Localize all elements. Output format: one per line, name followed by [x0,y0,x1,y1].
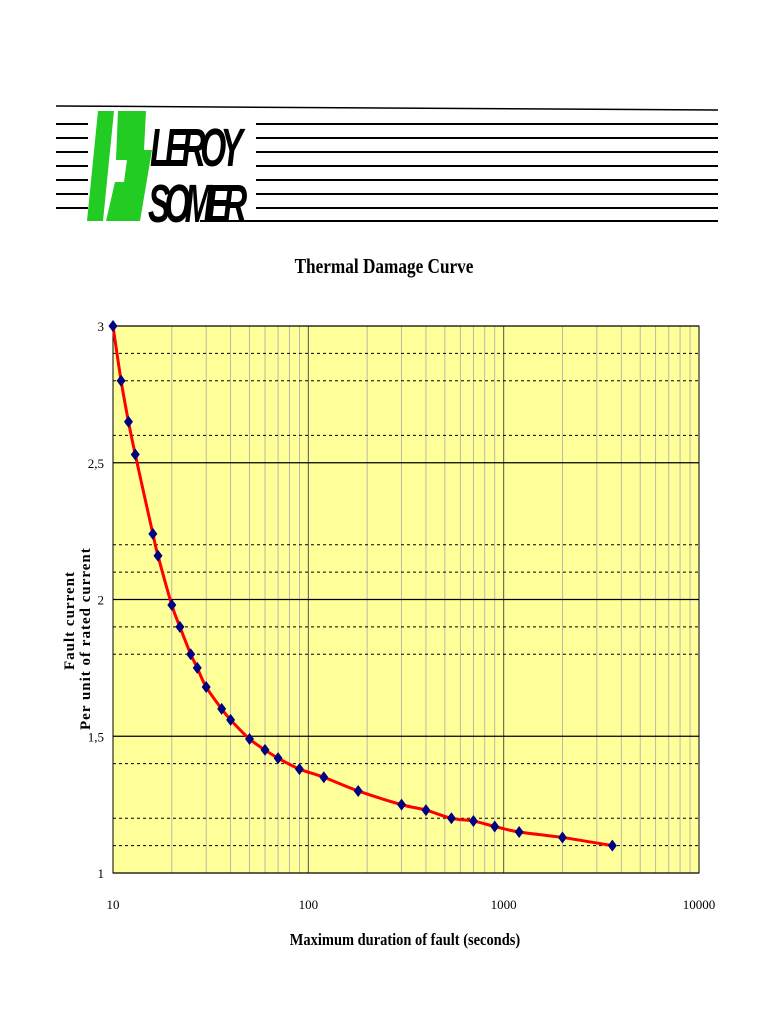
data-point [123,415,133,428]
data-point [446,812,456,825]
y-tick-label: 2 [98,593,105,608]
data-point [153,549,163,562]
logo-text-somer: SOMER [148,173,248,234]
leroy-somer-logo: LEROY SOMER [55,105,719,234]
data-point [201,681,211,694]
data-point [175,620,185,633]
chart-title: Thermal Damage Curve [294,254,474,278]
data-point [116,374,126,387]
x-axis-label: Maximum duration of fault (seconds) [289,930,521,949]
data-point [514,825,524,838]
data-point [192,661,202,674]
plot-frame [112,325,700,874]
data-point [607,839,617,852]
x-tick-label: 100 [299,897,319,912]
data-point [130,448,140,461]
data-point [226,713,236,726]
data-point [217,702,227,715]
data-point [148,527,158,540]
data-point [319,771,329,784]
data-point [186,648,196,661]
grid-lines [113,325,699,874]
data-point [294,763,304,776]
x-tick-label: 10 [107,897,120,912]
y-tick-label: 3 [98,319,105,334]
data-point [167,598,177,611]
data-point [108,320,118,332]
data-point [468,815,478,828]
data-point [260,743,270,756]
y-axis-label-line-1: Fault current [62,571,78,670]
data-point [397,798,407,811]
data-point [353,784,363,797]
tick-labels: 10 100 1000 10000 1 1,5 2 2,5 3 [88,319,716,912]
y-tick-label: 1,5 [88,729,104,744]
x-tick-label: 1000 [491,897,517,912]
series-markers [108,320,617,852]
data-point [490,820,500,833]
y-axis-label-line-2: Per unit of rated current [78,547,94,730]
data-point [273,752,283,765]
x-tick-label: 10000 [683,897,716,912]
y-tick-label: 2,5 [88,456,104,471]
y-tick-label: 1 [98,866,105,881]
data-point [245,732,255,745]
logo-text-leroy: LEROY [150,117,246,178]
data-point [421,804,431,817]
data-point [557,831,567,844]
